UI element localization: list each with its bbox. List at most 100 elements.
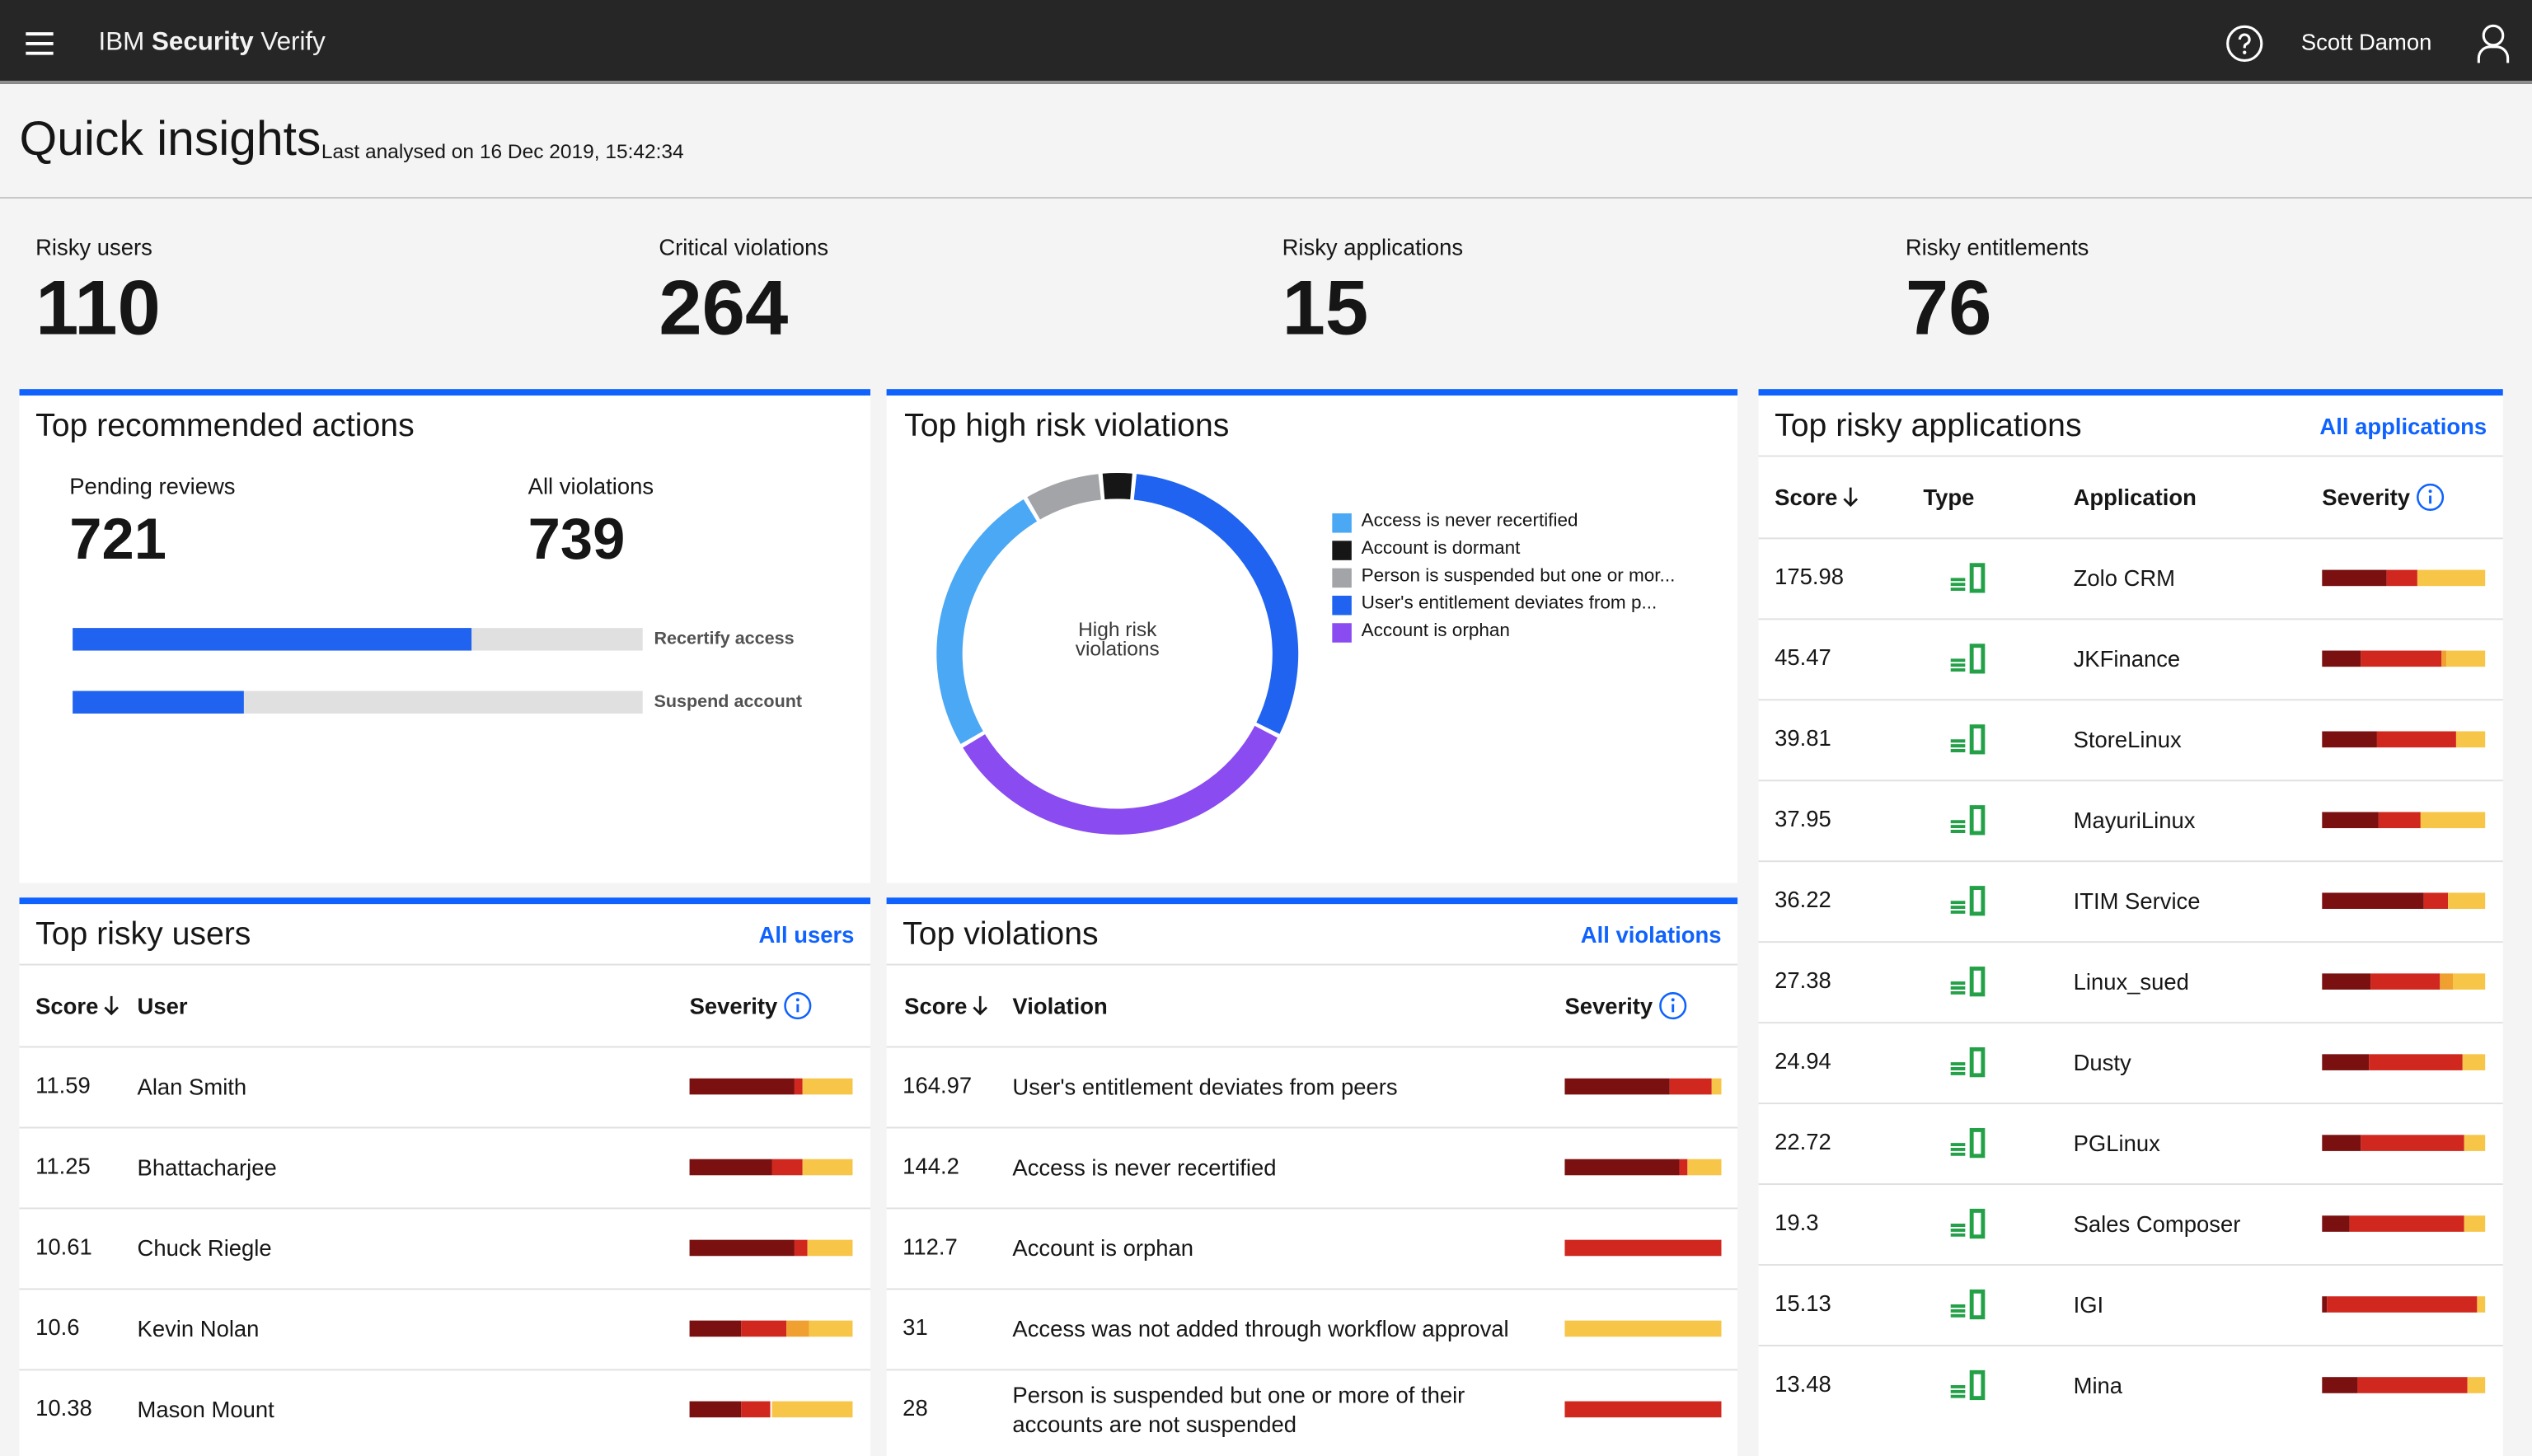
row-name: StoreLinux xyxy=(2073,726,2182,752)
divider xyxy=(19,1126,871,1129)
user-icon[interactable] xyxy=(2475,22,2511,64)
severity-segment xyxy=(1564,1239,1722,1257)
brand: IBM Security Verify xyxy=(99,29,326,58)
violations-card xyxy=(886,897,1738,1456)
severity-segment xyxy=(1564,1401,1722,1418)
page-subtitle: Last analysed on 16 Dec 2019, 15:42:34 xyxy=(321,140,684,163)
brand-prefix: IBM xyxy=(98,29,145,57)
divider xyxy=(1758,537,2503,540)
severity-segment xyxy=(2447,892,2486,910)
severity-segment xyxy=(741,1401,771,1418)
legend-swatch xyxy=(1332,595,1352,616)
severity-segment xyxy=(2361,1135,2464,1151)
severity-segment xyxy=(809,1320,853,1337)
legend-swatch xyxy=(1332,513,1352,533)
severity-segment xyxy=(2467,1377,2486,1393)
score: 28 xyxy=(903,1394,928,1421)
kpi-value: 15 xyxy=(1282,266,1369,353)
score: 19.3 xyxy=(1775,1209,1819,1235)
row-name: Linux_sued xyxy=(2073,968,2189,995)
divider xyxy=(1758,860,2503,863)
card-title: Top high risk violations xyxy=(904,408,1230,444)
severity-segment xyxy=(2322,1377,2358,1393)
type-icon xyxy=(1949,885,1991,925)
sort-icon[interactable] xyxy=(103,995,120,1017)
type-icon xyxy=(1949,1127,1991,1168)
score: 10.61 xyxy=(35,1233,92,1260)
severity-segment xyxy=(802,1159,853,1176)
stat-label: All violations xyxy=(528,473,654,499)
severity-segment xyxy=(2420,812,2486,829)
severity-segment xyxy=(807,1239,853,1257)
divider xyxy=(886,1046,1738,1048)
score: 22.72 xyxy=(1775,1128,1831,1154)
score: 10.6 xyxy=(35,1313,80,1341)
column-header: Score xyxy=(35,992,99,1019)
severity-segment xyxy=(1686,1159,1722,1176)
severity-segment xyxy=(2377,731,2456,748)
severity-segment xyxy=(2441,650,2446,667)
score: 175.98 xyxy=(1775,563,1845,590)
divider xyxy=(886,1126,1738,1129)
divider xyxy=(19,963,871,966)
severity-segment xyxy=(2322,650,2361,667)
severity-segment xyxy=(2464,1135,2486,1151)
severity-segment xyxy=(2387,569,2417,587)
divider xyxy=(1758,1264,2503,1266)
severity-segment xyxy=(2322,731,2378,748)
severity-segment xyxy=(689,1320,742,1337)
link[interactable]: All violations xyxy=(1580,921,1722,948)
info-icon[interactable] xyxy=(783,991,812,1020)
severity-segment xyxy=(2327,1296,2478,1313)
severity-segment xyxy=(1564,1320,1722,1337)
menu-icon[interactable] xyxy=(24,29,56,58)
bar xyxy=(73,628,472,651)
column-header: Score xyxy=(904,992,968,1019)
divider xyxy=(1758,1022,2503,1024)
card-title: Top risky applications xyxy=(1775,408,2082,444)
row-name: JKFinance xyxy=(2073,645,2181,672)
applications-card xyxy=(1758,389,2503,1456)
divider xyxy=(19,1369,871,1371)
severity-segment xyxy=(2322,1135,2361,1151)
severity-segment xyxy=(785,1320,809,1337)
row-name: ITIM Service xyxy=(2073,887,2201,914)
severity-segment xyxy=(2422,892,2448,910)
kpi-label: Risky entitlements xyxy=(1905,234,2089,260)
row-name: MayuriLinux xyxy=(2073,807,2196,833)
donut-segment xyxy=(936,499,1038,744)
severity-segment xyxy=(1564,1159,1680,1176)
kpi-label: Risky applications xyxy=(1282,234,1464,260)
users-card xyxy=(19,897,871,1456)
divider xyxy=(1758,1345,2503,1346)
help-icon[interactable] xyxy=(2225,24,2264,63)
sort-icon[interactable] xyxy=(972,995,988,1017)
severity-segment xyxy=(2455,731,2486,748)
link[interactable]: All users xyxy=(758,921,855,948)
legend-swatch xyxy=(1332,623,1352,643)
sort-icon[interactable] xyxy=(1842,486,1859,508)
type-icon xyxy=(1949,643,1991,683)
severity-segment xyxy=(771,1401,853,1418)
user-name[interactable]: Scott Damon xyxy=(2300,29,2432,55)
card-title: Top recommended actions xyxy=(35,408,415,444)
divider xyxy=(1758,941,2503,943)
info-icon[interactable] xyxy=(1658,991,1687,1020)
kpi-label: Risky users xyxy=(35,234,152,260)
top-bar xyxy=(0,0,2532,84)
donut-center-label: High risk violations xyxy=(1075,618,1160,661)
link[interactable]: All applications xyxy=(2319,413,2487,439)
severity-segment xyxy=(794,1078,803,1095)
type-icon xyxy=(1949,1369,1991,1409)
donut-segment xyxy=(1133,474,1299,734)
row-name: Access is never recertified xyxy=(1012,1154,1277,1181)
column-header: User xyxy=(137,992,188,1019)
kpi-value: 76 xyxy=(1905,266,1992,353)
legend-label: Access is never recertified xyxy=(1361,512,1578,531)
divider xyxy=(19,1046,871,1048)
severity-segment xyxy=(771,1159,803,1176)
info-icon[interactable] xyxy=(2416,483,2445,512)
score: 10.38 xyxy=(35,1394,92,1421)
column-header: Severity xyxy=(2322,484,2411,511)
